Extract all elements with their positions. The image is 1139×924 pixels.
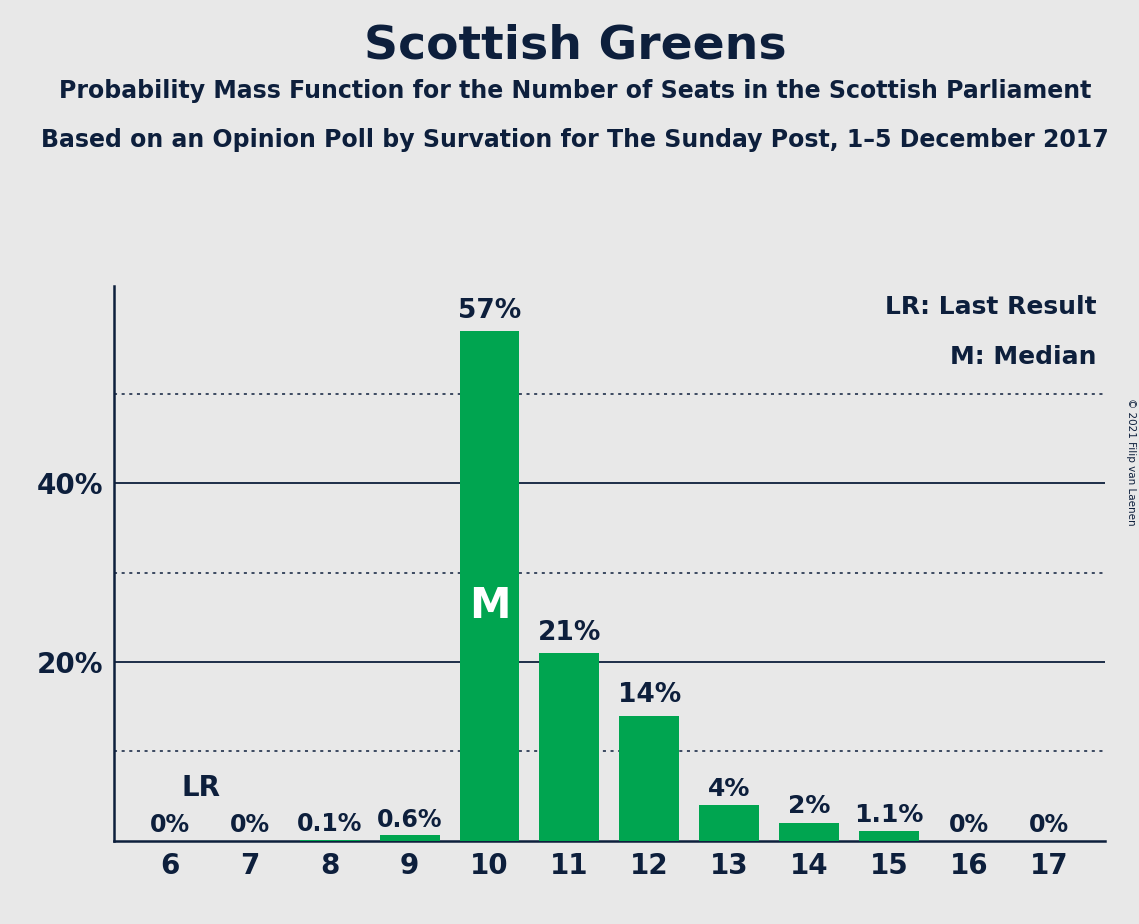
- Text: 0%: 0%: [949, 813, 989, 837]
- Text: 57%: 57%: [458, 298, 522, 324]
- Bar: [859, 831, 919, 841]
- Bar: [540, 653, 599, 841]
- Text: LR: Last Result: LR: Last Result: [885, 296, 1097, 320]
- Text: 0%: 0%: [149, 813, 190, 837]
- Bar: [379, 835, 440, 841]
- Text: 21%: 21%: [538, 620, 601, 646]
- Text: 0%: 0%: [230, 813, 270, 837]
- Text: Based on an Opinion Poll by Survation for The Sunday Post, 1–5 December 2017: Based on an Opinion Poll by Survation fo…: [41, 128, 1109, 152]
- Text: M: Median: M: Median: [950, 345, 1097, 369]
- Text: 4%: 4%: [708, 776, 751, 800]
- Text: 0.6%: 0.6%: [377, 808, 442, 832]
- Text: 1.1%: 1.1%: [854, 803, 924, 827]
- Text: LR: LR: [182, 773, 221, 802]
- Bar: [459, 331, 519, 841]
- Text: Probability Mass Function for the Number of Seats in the Scottish Parliament: Probability Mass Function for the Number…: [59, 79, 1091, 103]
- Text: 2%: 2%: [788, 795, 830, 819]
- Text: 0%: 0%: [1029, 813, 1070, 837]
- Bar: [620, 716, 679, 841]
- Bar: [779, 823, 839, 841]
- Text: © 2021 Filip van Laenen: © 2021 Filip van Laenen: [1126, 398, 1136, 526]
- Text: 0.1%: 0.1%: [297, 812, 362, 836]
- Text: M: M: [469, 586, 510, 627]
- Text: 14%: 14%: [617, 683, 681, 709]
- Text: Scottish Greens: Scottish Greens: [363, 23, 787, 68]
- Bar: [699, 805, 760, 841]
